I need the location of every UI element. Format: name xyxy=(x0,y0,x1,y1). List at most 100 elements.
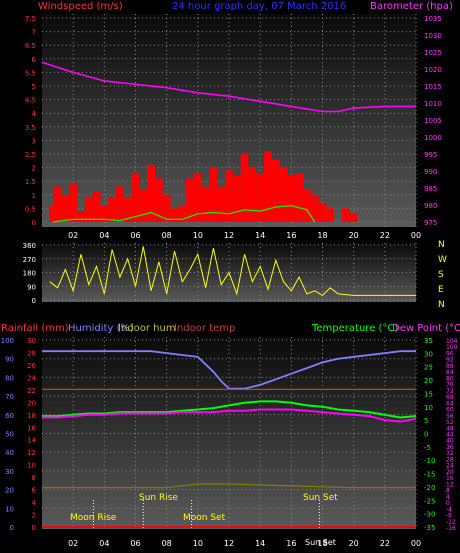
wind-x-tick: 22 xyxy=(380,231,390,240)
barometer-tick: 1020 xyxy=(424,66,442,74)
moon-set-label: Moon Set xyxy=(183,513,226,523)
rainfall-tick: 8 xyxy=(32,474,36,482)
temperature-tick: 20 xyxy=(424,377,433,385)
compass-letter: E xyxy=(438,285,444,295)
dew-point-tick: 104 xyxy=(446,338,458,345)
temperature-tick: 35 xyxy=(424,337,433,345)
climate-x-tick: 22 xyxy=(380,539,390,548)
average-wind-line xyxy=(52,205,316,223)
windspeed-tick: 4.5 xyxy=(25,97,36,105)
dew-point-tick: 80 xyxy=(446,375,454,382)
barometer-tick: 1010 xyxy=(424,100,442,108)
climate-series-lines xyxy=(42,350,417,528)
wind-x-tick: 10 xyxy=(193,231,203,240)
temperature-tick: -35 xyxy=(424,524,435,532)
temperature-tick: -30 xyxy=(424,511,435,519)
humidity-tick: 20 xyxy=(5,487,14,495)
wind-bar xyxy=(116,186,124,222)
dew-point-tick: 28 xyxy=(446,456,454,463)
climate-x-tick-labels: 02 04 06 08 10 12 14 16 18 20 22 00 xyxy=(68,539,421,548)
wind-direction-line xyxy=(49,246,416,297)
wind-x-tick: 12 xyxy=(224,231,234,240)
windspeed-tick: 2 xyxy=(32,165,36,173)
wind-bar xyxy=(303,189,311,222)
windspeed-tick: 6.5 xyxy=(25,42,36,50)
dew-point-tick: 48 xyxy=(446,425,454,432)
windspeed-tick: 4 xyxy=(32,110,37,118)
barometer-tick: 980 xyxy=(424,202,437,210)
sun-set-label-lower: Sun Set xyxy=(305,538,336,547)
windspeed-tick: 3.5 xyxy=(25,124,36,132)
direction-tick: 180 xyxy=(23,270,36,278)
dew-point-tick: 0 xyxy=(446,500,450,507)
wind-bar xyxy=(49,205,57,222)
wind-bar xyxy=(77,211,85,222)
wind-bar xyxy=(341,208,350,222)
wind-bar xyxy=(240,154,249,222)
direction-tick: 0 xyxy=(32,297,36,305)
rainfall-tick: 26 xyxy=(27,362,36,370)
dew-point-tick: -4 xyxy=(446,506,452,513)
dew-point-tick: -12 xyxy=(446,519,456,526)
wind-bar xyxy=(139,189,148,222)
rainfall-tick: 20 xyxy=(27,399,36,407)
graph-title: 24 hour graph day, 07 March 2016 xyxy=(172,1,346,12)
wind-bar xyxy=(131,173,140,222)
windspeed-tick: 7.5 xyxy=(25,15,36,23)
wind-bar xyxy=(193,173,202,222)
climate-x-tick: 06 xyxy=(130,539,140,548)
dew-point-tick: 96 xyxy=(446,350,454,357)
dew-point-tick: 68 xyxy=(446,394,454,401)
climate-x-tick: 08 xyxy=(162,539,172,548)
humidity-tick: 90 xyxy=(5,356,14,364)
temperature-tick: 15 xyxy=(424,390,433,398)
rainfall-tick: 0 xyxy=(32,524,36,532)
wind-x-tick: 06 xyxy=(130,231,140,240)
dew-point-tick: 56 xyxy=(446,413,454,420)
wind-x-tick: 08 xyxy=(162,231,172,240)
humidity-label: Humidity (%) xyxy=(68,323,134,334)
rainfall-tick: 6 xyxy=(32,487,37,495)
direction-tick: 90 xyxy=(27,283,36,291)
temperature-tick: 30 xyxy=(424,350,433,358)
wind-bar xyxy=(170,208,179,222)
barometer-tick: 975 xyxy=(424,219,437,227)
wind-bar xyxy=(100,205,109,222)
wind-bar xyxy=(271,159,280,222)
rainfall-tick: 4 xyxy=(32,499,37,507)
windspeed-tick: 2.5 xyxy=(25,151,36,159)
rainfall-tick: 12 xyxy=(27,449,36,457)
wind-bar xyxy=(318,202,327,222)
temperature-label: Temperature (°C) xyxy=(311,323,398,334)
dew-point-tick: 12 xyxy=(446,481,454,488)
windspeed-tick: 1 xyxy=(32,192,36,200)
wind-bar xyxy=(232,175,241,222)
wind-x-tick: 14 xyxy=(255,231,265,240)
wind-x-tick: 20 xyxy=(349,231,359,240)
rainfall-tick: 2 xyxy=(32,512,36,520)
windspeed-tick: 1.5 xyxy=(25,178,36,186)
series-line xyxy=(42,483,416,489)
climate-x-tick: 12 xyxy=(224,539,234,548)
direction-tick: 270 xyxy=(23,256,36,264)
dew-point-tick: 20 xyxy=(446,469,454,476)
barometer-tick: 985 xyxy=(424,185,437,193)
wind-bar xyxy=(123,197,132,222)
temperature-tick: -10 xyxy=(424,457,435,465)
moon-rise-label: Moon Rise xyxy=(70,513,117,523)
temperature-tick: -20 xyxy=(424,484,435,492)
wind-bar xyxy=(256,173,265,222)
climate-x-tick: 10 xyxy=(193,539,203,548)
dew-point-tick: 16 xyxy=(446,475,454,482)
dew-point-tick: 76 xyxy=(446,382,454,389)
dew-point-tick: 44 xyxy=(446,432,454,439)
barometer-tick: 1025 xyxy=(424,49,442,57)
wind-bar xyxy=(287,175,296,222)
compass-letter: W xyxy=(438,255,447,265)
wind-bar xyxy=(178,205,187,222)
windspeed-tick: 0 xyxy=(32,219,36,227)
series-line xyxy=(42,350,416,390)
humidity-tick: 10 xyxy=(5,505,14,513)
windspeed-tick: 0.5 xyxy=(25,205,36,213)
wind-bar xyxy=(326,208,335,222)
